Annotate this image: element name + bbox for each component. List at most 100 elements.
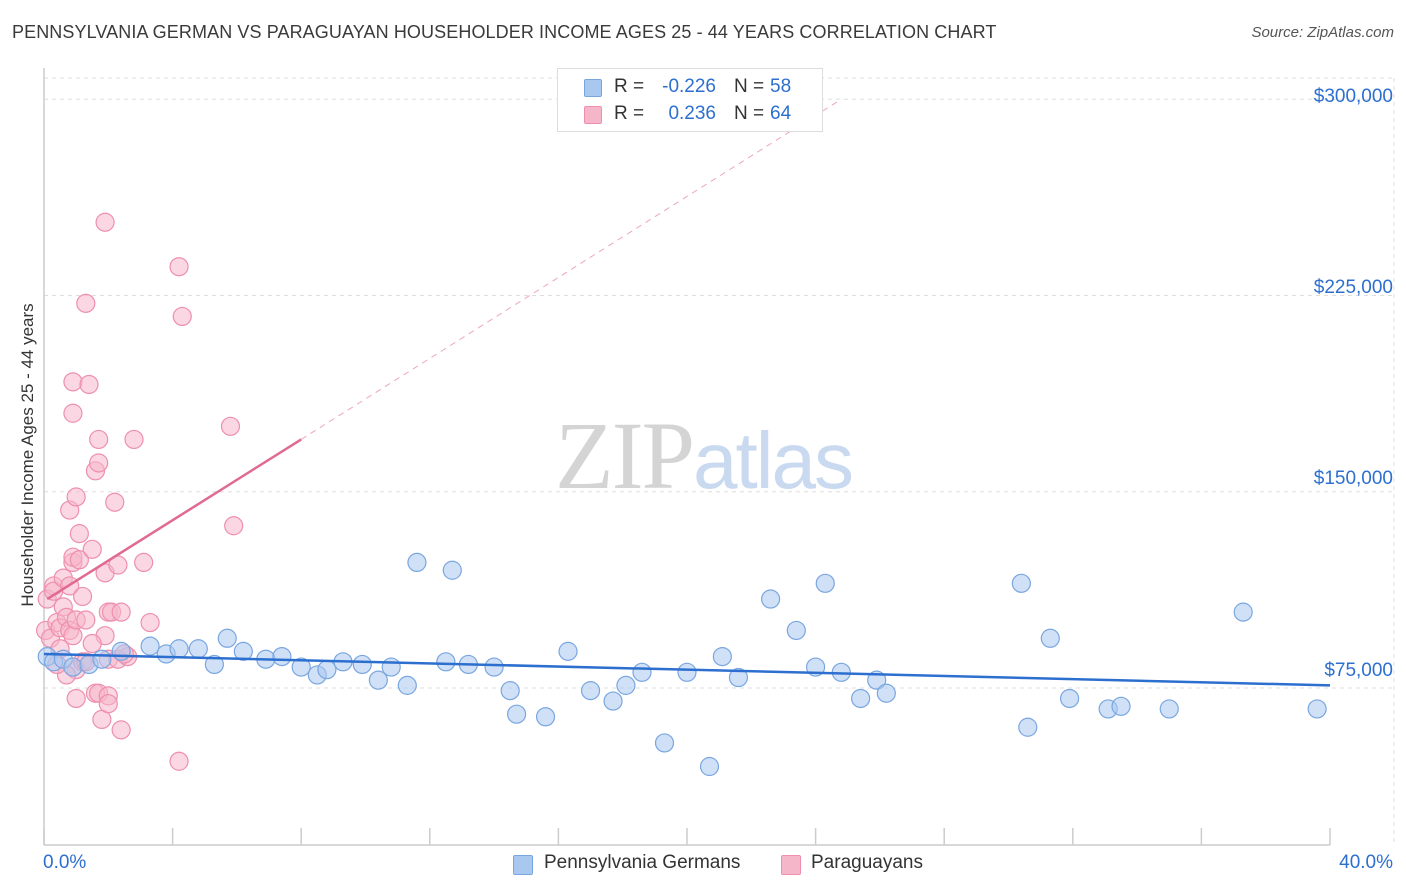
bottom-legend-paraguayans: Paraguayans [811, 852, 923, 873]
paraguayans-point [172, 306, 192, 327]
pennsylvania-germans-point [111, 641, 131, 661]
legend-n-label: N = [734, 76, 765, 97]
x-tick-label-max: 40.0% [1339, 852, 1393, 873]
paraguayans-trend-line [46, 438, 302, 601]
pennsylvania-germans-point [500, 681, 520, 701]
pennsylvania-germans-point [1159, 699, 1179, 719]
pennsylvania-germans-point [484, 657, 504, 677]
bottom-legend-pennsylvania-germans: Pennsylvania Germans [544, 852, 741, 873]
pennsylvania-germans-point [381, 657, 401, 677]
pennsylvania-germans-point [272, 646, 292, 667]
paraguayans-point [66, 688, 86, 709]
paraguayans-point [82, 633, 102, 654]
paraguayans-point [76, 293, 96, 313]
pennsylvania-germans-point [407, 552, 427, 573]
paraguayans-point [69, 524, 89, 544]
pennsylvania-germans-point [815, 573, 835, 593]
legend-r-label: R = [614, 103, 645, 124]
pennsylvania-germans-point [92, 649, 112, 669]
paraguayans-point [124, 429, 144, 450]
y-axis-label: Householder Income Ages 25 - 44 years [18, 303, 37, 607]
pennsylvania-germans-point [1040, 628, 1060, 648]
paraguayans-point [220, 416, 241, 436]
pennsylvania-germans-point [368, 670, 388, 690]
pennsylvania-germans-point [436, 652, 456, 672]
pennsylvania-germans-point [1307, 699, 1327, 719]
legend-r-label: R = [614, 76, 645, 97]
y-tick-label-300000: $300,000 [1313, 86, 1393, 107]
paraguayans-point [89, 453, 109, 473]
paraguayans-point [111, 720, 131, 740]
pennsylvania-germans-point [677, 662, 697, 682]
pennsylvania-germans-point [352, 654, 372, 675]
paraguayans-point [169, 257, 189, 277]
pennsylvania-germans-point [603, 691, 623, 711]
pennsylvania-germans-point [1018, 717, 1038, 737]
paraguayans-point [169, 751, 189, 771]
pennsylvania-germans-point [169, 639, 189, 659]
source-label: Source: ZipAtlas.com [1251, 24, 1394, 41]
paraguayans-point [76, 610, 96, 630]
watermark-zip: ZIP [555, 402, 695, 509]
legend-row-paraguayans: R = 0.236 N = 64 [558, 101, 822, 127]
legend-swatch-pink [584, 106, 602, 124]
paraguayans-point [224, 516, 244, 536]
paraguayans-point [105, 492, 125, 512]
pennsylvania-germans-point [580, 681, 601, 701]
legend-n-label: N = [734, 103, 765, 124]
y-tick-label-150000: $150,000 [1313, 468, 1393, 489]
pennsylvania-germans-point [654, 733, 675, 753]
pennsylvania-germans-point [188, 639, 208, 659]
pennsylvania-germans-point [616, 675, 636, 695]
correlation-legend: R = -0.226 N = 58 R = 0.236 N = 64 [557, 68, 823, 132]
legend-swatch-blue [584, 79, 602, 97]
pennsylvania-germans-point [535, 707, 556, 727]
paraguayans-point [72, 586, 93, 607]
paraguayans-point [95, 212, 115, 232]
pennsylvania-germans-point [397, 675, 417, 695]
paraguayans-point [69, 550, 89, 570]
bottom-legend-swatch-blue [513, 855, 533, 875]
pennsylvania-germans-point [204, 654, 224, 675]
legend-r-value: 0.236 [668, 103, 716, 124]
pennsylvania-germans-point [1233, 602, 1253, 622]
pennsylvania-germans-point [233, 641, 253, 661]
y-tick-label-225000: $225,000 [1313, 277, 1393, 298]
pennsylvania-germans-point [632, 662, 652, 682]
pennsylvania-germans-point [699, 756, 720, 777]
pennsylvania-germans-trend-line [43, 652, 1331, 687]
watermark: ZIPatlas [555, 400, 854, 511]
pennsylvania-germans-point [317, 660, 337, 680]
paraguayans-point [66, 487, 86, 507]
paraguayans-point [134, 552, 154, 573]
pennsylvania-germans-point [1059, 688, 1080, 709]
pennsylvania-germans-point [507, 704, 527, 724]
pennsylvania-germans-point [712, 646, 732, 667]
pennsylvania-germans-point [63, 657, 83, 677]
pennsylvania-germans-point [1011, 573, 1031, 593]
y-tick-label-75000: $75,000 [1324, 660, 1393, 681]
paraguayans-trend-extension [300, 98, 842, 440]
paraguayans-point [140, 612, 160, 633]
legend-n-value: 58 [770, 76, 792, 97]
pennsylvania-germans-point [558, 641, 578, 661]
pennsylvania-germans-point [140, 636, 160, 656]
pennsylvania-germans-point [442, 560, 462, 580]
legend-r-value: -0.226 [662, 76, 716, 97]
pennsylvania-germans-point [291, 657, 311, 677]
pennsylvania-germans-point [728, 667, 749, 688]
pennsylvania-germans-point [786, 620, 806, 641]
pennsylvania-germans-point [1111, 696, 1131, 716]
paraguayans-point [79, 374, 99, 395]
bottom-legend-swatch-pink [781, 855, 801, 875]
pennsylvania-germans-point [217, 628, 237, 648]
watermark-atlas: atlas [693, 416, 854, 505]
paraguayans-point [89, 429, 109, 450]
paraguayans-point [111, 602, 131, 622]
legend-n-value: 64 [770, 103, 792, 124]
paraguayans-point [82, 539, 102, 559]
x-tick-label-min: 0.0% [43, 852, 87, 873]
chart-title: PENNSYLVANIA GERMAN VS PARAGUAYAN HOUSEH… [12, 22, 997, 42]
legend-row-pennsylvania-germans: R = -0.226 N = 58 [558, 74, 822, 100]
